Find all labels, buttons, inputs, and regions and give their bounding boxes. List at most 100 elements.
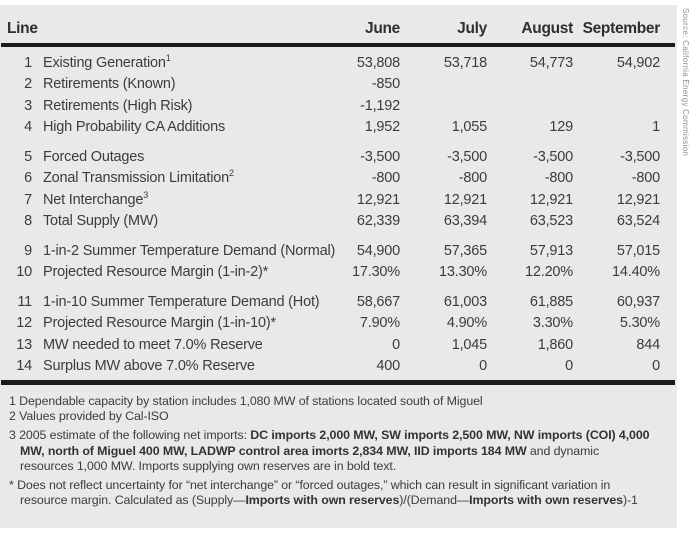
line-number: 2	[24, 76, 32, 93]
footnote-reference: 3	[143, 189, 148, 200]
value-cell: 54,902	[616, 54, 660, 71]
footnote-text: )-1	[622, 493, 638, 508]
value-cell: -850	[371, 76, 400, 93]
line-number: 10	[16, 264, 32, 281]
table-body: 1 Existing Generation1 53,808 53,718 54,773 5…	[0, 52, 677, 377]
line-number: 11	[17, 293, 32, 310]
value-cell: 5.30%	[619, 315, 660, 332]
row-label: Existing Generation1	[43, 52, 171, 71]
column-header-line: Line	[7, 20, 38, 37]
footnote-text: 2005 estimate of the following net impor…	[19, 428, 251, 443]
value-cell: 61,003	[443, 293, 487, 310]
line-number: 5	[24, 148, 32, 165]
row-label: 1-in-10 Summer Temperature Demand (Hot)	[43, 293, 320, 310]
value-cell: -3,500	[533, 148, 573, 165]
footnote: * Does not reflect uncertainty for “net …	[0, 478, 652, 508]
line-number: 8	[24, 213, 32, 230]
value-cell: 7.90%	[359, 315, 400, 332]
row-label: Retirements (Known)	[43, 76, 176, 93]
value-cell: 63,394	[443, 213, 487, 230]
value-cell: 57,365	[443, 242, 487, 259]
footnote-text-bold: DC imports 2,000 MW, SW imports 2,500 MW…	[20, 428, 650, 458]
table-row: 12 Projected Resource Margin (1-in-10)* 7.…	[0, 313, 677, 335]
table-row: 9 1-in-2 Summer Temperature Demand (Norma…	[0, 240, 677, 262]
table-row: 10 Projected Resource Margin (1-in-2)* 17.…	[0, 262, 677, 284]
value-cell: 62,339	[356, 213, 400, 230]
value-cell: 60,937	[616, 293, 660, 310]
row-label: Projected Resource Margin (1-in-10)*	[43, 315, 276, 332]
row-label: Zonal Transmission Limitation2	[43, 168, 234, 187]
value-cell: 12.20%	[525, 264, 573, 281]
value-cell: -3,500	[447, 148, 487, 165]
value-cell: -3,500	[620, 148, 660, 165]
value-cell: 12,921	[529, 191, 573, 208]
column-header-september: September	[582, 20, 661, 37]
line-number: 1	[24, 54, 32, 71]
table-row: 14 Surplus MW above 7.0% Reserve 400 0 0 0	[0, 356, 677, 378]
value-cell: 0	[392, 336, 400, 353]
source-credit-vertical-text: Source: California Energy Commission	[681, 8, 690, 157]
footnote-text: )/(Demand—	[399, 493, 470, 508]
line-number: 4	[24, 119, 32, 136]
column-header-august: August	[521, 20, 573, 37]
table-row: 8 Total Supply (MW) 62,339 63,394 63,523 63,5…	[0, 211, 677, 233]
value-cell: -1,192	[360, 97, 400, 114]
footnote: 1 Dependable capacity by station include…	[0, 394, 652, 409]
footnote-marker: 2	[9, 409, 20, 424]
footnote-text: Dependable capacity by station includes …	[19, 394, 483, 408]
footnote-divider-rule	[1, 380, 675, 385]
line-number: 14	[16, 358, 32, 375]
table-header-row: Line June July August September	[0, 5, 677, 38]
row-label: 1-in-2 Summer Temperature Demand (Normal…	[43, 242, 336, 259]
value-cell: 129	[549, 119, 573, 136]
footnote-marker: *	[9, 478, 18, 493]
value-cell: 63,524	[616, 213, 660, 230]
line-number: 3	[24, 97, 32, 114]
value-cell: 844	[636, 336, 660, 353]
value-cell: 17.30%	[352, 264, 400, 281]
line-number: 9	[24, 242, 32, 259]
row-label: Forced Outages	[43, 148, 145, 165]
row-label: MW needed to meet 7.0% Reserve	[43, 336, 263, 353]
value-cell: -800	[371, 170, 400, 187]
value-cell: 57,015	[616, 242, 660, 259]
value-cell: -3,500	[360, 148, 400, 165]
footnote: 3 2005 estimate of the following net imp…	[0, 428, 652, 474]
value-cell: 12,921	[443, 191, 487, 208]
row-label: Net Interchange3	[43, 189, 148, 208]
value-cell: 400	[376, 358, 400, 375]
row-label: Surplus MW above 7.0% Reserve	[43, 358, 255, 375]
row-label: Total Supply (MW)	[43, 213, 159, 230]
value-cell: 1,952	[364, 119, 400, 136]
column-header-july: July	[457, 20, 487, 37]
footnote-text-bold: Imports with own reserves	[245, 493, 400, 508]
header-divider-rule	[1, 43, 675, 47]
value-cell: 4.90%	[446, 315, 487, 332]
value-cell: 57,913	[529, 242, 573, 259]
value-cell: 1,055	[451, 119, 487, 136]
value-cell: 0	[652, 358, 660, 375]
table-row: 13 MW needed to meet 7.0% Reserve 0 1,045 1,…	[0, 334, 677, 356]
value-cell: -800	[544, 170, 573, 187]
footnote-reference: 2	[229, 168, 234, 179]
value-cell: 58,667	[356, 293, 400, 310]
line-number: 13	[16, 336, 32, 353]
table-row: 11 1-in-10 Summer Temperature Demand (Hot…	[0, 291, 677, 313]
footnote-text: Values provided by Cal-ISO	[19, 409, 169, 424]
value-cell: 54,773	[529, 54, 573, 71]
table-row: 6 Zonal Transmission Limitation2 -800 -800 -…	[0, 168, 677, 190]
footnote-reference: 1	[165, 52, 171, 63]
table-row: 1 Existing Generation1 53,808 53,718 54,773 5…	[0, 52, 677, 74]
value-cell: 63,523	[529, 213, 573, 230]
column-header-june: June	[365, 20, 400, 37]
value-cell: 53,718	[443, 54, 487, 71]
footnote-marker: 3	[9, 428, 20, 443]
value-cell: 14.40%	[612, 264, 660, 281]
value-cell: 61,885	[529, 293, 573, 310]
value-cell: -800	[458, 170, 487, 187]
value-cell: 12,921	[356, 191, 400, 208]
footnote-text: Does not reflect uncertainty for “net in…	[17, 478, 611, 508]
value-cell: 1	[652, 119, 660, 136]
table-row: 4 High Probability CA Additions 1,952 1,055…	[0, 117, 677, 139]
value-cell: 1,860	[537, 336, 573, 353]
